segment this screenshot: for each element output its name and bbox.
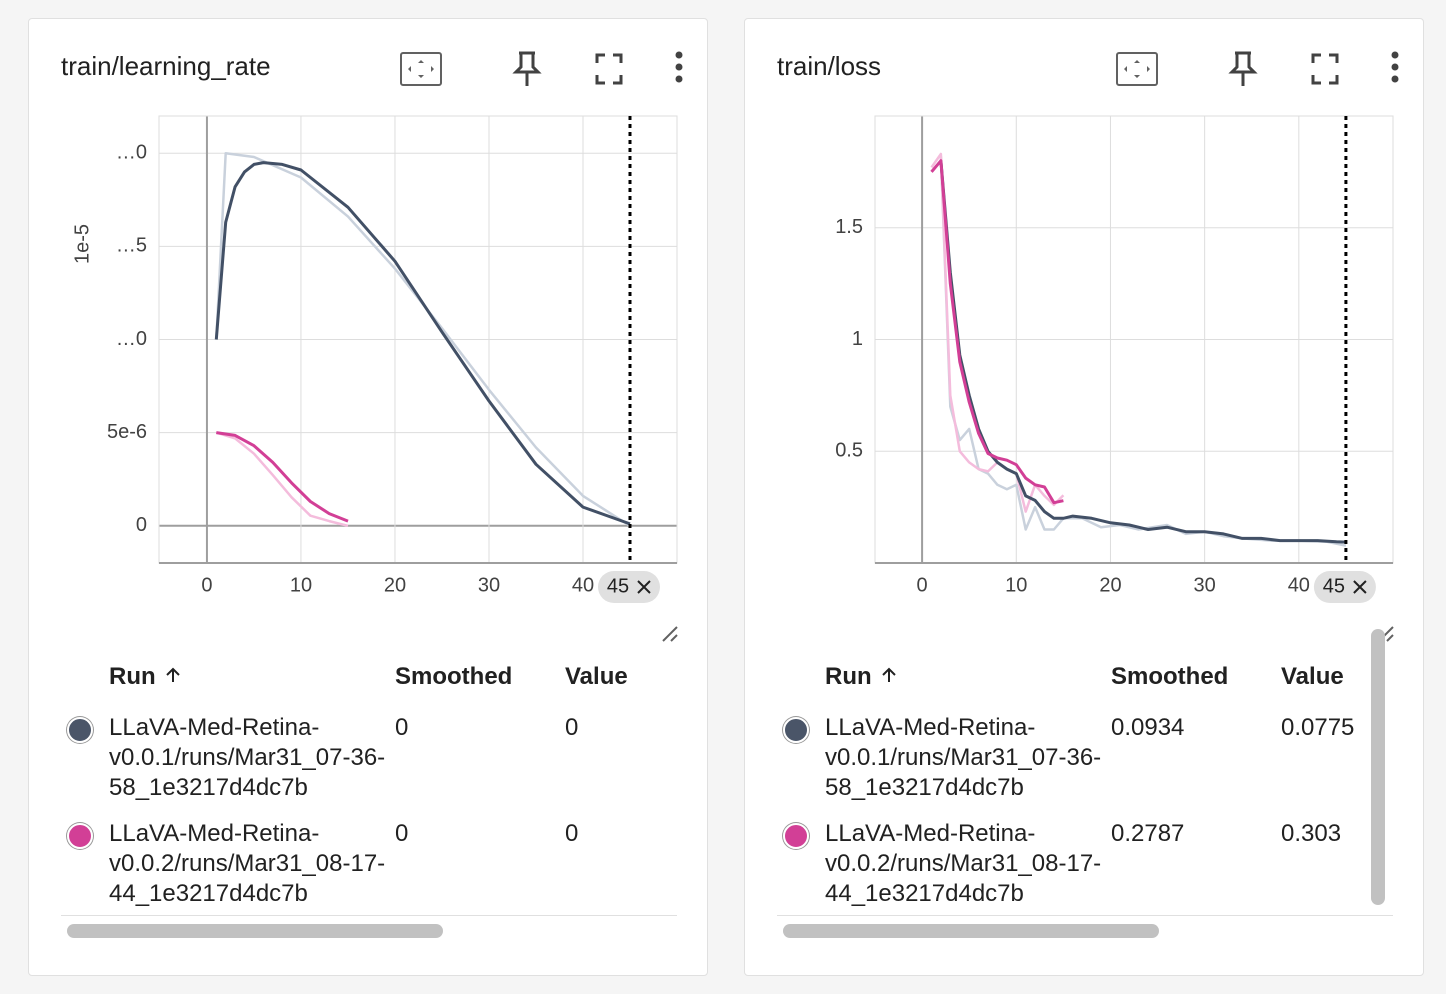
- chart: 0.5 1 1.5 0 10 20 30 40 45: [835, 115, 1394, 642]
- h-scrollbar: [777, 915, 1393, 942]
- y-tick-label: 0.5: [835, 440, 863, 462]
- close-icon: [637, 580, 651, 594]
- run-name: LLaVA-Med-Retina-v0.0.1/runs/Mar31_07-36…: [109, 714, 386, 801]
- y-axis-label: 1e-5: [71, 224, 93, 264]
- chart: 0 5e-6 …0 …5 …0 0 10 20 30 40 1e-5 45: [71, 115, 678, 642]
- column-header: Value: [565, 663, 628, 690]
- toolbar: [400, 51, 683, 86]
- smoothed-value: 0.0934: [1111, 714, 1185, 741]
- card-title: train/learning_rate: [61, 51, 271, 81]
- pin-button[interactable]: [1228, 51, 1258, 86]
- sort-icon: [881, 667, 896, 682]
- run-color: [67, 823, 93, 849]
- y-tick-label: 0: [136, 514, 147, 536]
- fullscreen-button[interactable]: [1311, 53, 1339, 85]
- run-name: LLaVA-Med-Retina-v0.0.2/runs/Mar31_08-17…: [825, 820, 1102, 907]
- x-tick-label: 0: [201, 574, 212, 596]
- run-name: LLaVA-Med-Retina-v0.0.2/runs/Mar31_08-17…: [109, 820, 386, 907]
- column-header[interactable]: Run: [825, 663, 898, 691]
- series-line: [215, 431, 349, 528]
- x-tick-label: 10: [290, 574, 312, 596]
- series-line: [939, 156, 1347, 547]
- pin-button[interactable]: [512, 51, 542, 86]
- y-tick-label: …5: [116, 235, 147, 257]
- sort-icon: [165, 667, 180, 682]
- series-line: [216, 431, 349, 523]
- series-line: [930, 159, 1064, 505]
- value: 0: [565, 820, 579, 847]
- h-scrollbar: [61, 915, 677, 942]
- close-icon: [1353, 580, 1367, 594]
- resize-handle: [662, 626, 678, 642]
- x-tick-label: 40: [1288, 574, 1310, 596]
- x-tick-label: 20: [1099, 574, 1121, 596]
- y-tick-label: 5e-6: [107, 421, 147, 443]
- card-title: train/loss: [777, 51, 882, 81]
- value: 0.0775: [1281, 714, 1355, 741]
- run-name: LLaVA-Med-Retina-v0.0.1/runs/Mar31_07-36…: [825, 714, 1102, 801]
- card: 0.5 1 1.5 0 10 20 30 40 45 train/loss Run Smoothe…: [744, 18, 1424, 976]
- fullscreen-button[interactable]: [595, 53, 623, 85]
- fit-button[interactable]: [400, 52, 442, 86]
- run-color: [783, 823, 809, 849]
- value: 0.303: [1281, 820, 1342, 847]
- more-button[interactable]: [1391, 51, 1399, 83]
- value: 0: [565, 714, 579, 741]
- column-header: Smoothed: [1111, 663, 1229, 690]
- smoothed-value: 0: [395, 820, 409, 847]
- series-line: [214, 161, 631, 526]
- scroll-thumb[interactable]: [783, 924, 1159, 938]
- card: 0 5e-6 …0 …5 …0 0 10 20 30 40 1e-5 45 train/learnin…: [28, 18, 708, 976]
- hover-chip-bg: [597, 571, 660, 603]
- hover-step-label: 45: [1323, 575, 1345, 597]
- hover-chip-bg: [1313, 571, 1376, 603]
- column-header: Value: [1281, 663, 1344, 690]
- series-line: [939, 160, 1346, 544]
- y-tick-label: 1: [852, 328, 863, 350]
- scroll-thumb[interactable]: [67, 924, 443, 938]
- smoothed-value: 0: [395, 714, 409, 741]
- v-scrollbar[interactable]: [1371, 629, 1385, 905]
- run-color: [67, 717, 93, 743]
- y-tick-label: …0: [116, 328, 147, 350]
- series-line: [215, 151, 631, 527]
- column-header[interactable]: Run: [109, 663, 182, 691]
- column-header: Smoothed: [395, 663, 513, 690]
- x-tick-label: 20: [384, 574, 406, 596]
- y-tick-label: …0: [116, 142, 147, 164]
- x-tick-label: 30: [478, 574, 500, 596]
- y-tick-label: 1.5: [835, 216, 863, 238]
- smoothed-value: 0.2787: [1111, 820, 1185, 847]
- more-button[interactable]: [675, 51, 683, 83]
- x-tick-label: 10: [1005, 574, 1027, 596]
- toolbar: [1116, 51, 1399, 86]
- x-tick-label: 0: [917, 574, 928, 596]
- run-color: [783, 717, 809, 743]
- fit-button[interactable]: [1116, 52, 1158, 86]
- x-tick-label: 30: [1194, 574, 1216, 596]
- x-tick-label: 40: [572, 574, 594, 596]
- hover-step-label: 45: [607, 575, 629, 597]
